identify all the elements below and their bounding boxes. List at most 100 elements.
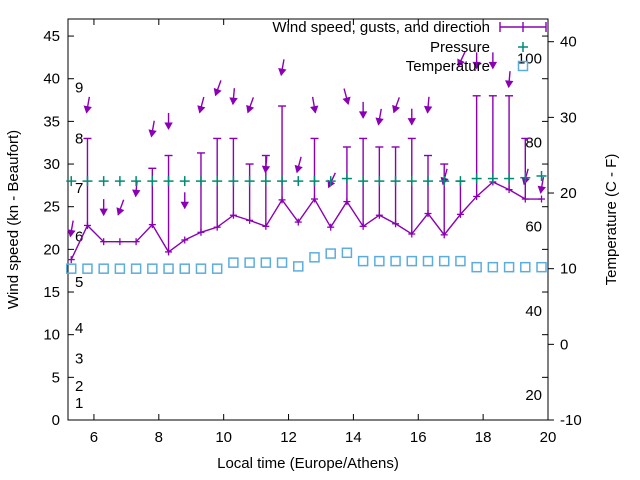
- wind-direction-arrow: [278, 59, 287, 77]
- arrow-head: [132, 189, 141, 198]
- y2-tick-label: 30: [560, 109, 577, 126]
- wind-direction-arrow: [294, 156, 303, 174]
- plot-frame: [67, 18, 549, 421]
- wind-direction-arrow: [537, 176, 546, 194]
- arrow-head: [505, 80, 514, 89]
- arrow-head: [229, 97, 238, 106]
- y-tick-label: 15: [43, 284, 60, 301]
- temperature-marker: [374, 255, 385, 267]
- arrow-head: [392, 104, 401, 114]
- wind-direction-arrow: [407, 108, 416, 126]
- arrow-head: [358, 111, 368, 119]
- x-tick-label: 18: [475, 429, 492, 446]
- temperature-marker: [276, 257, 288, 268]
- y2-axis-title: Temperature (C - F): [603, 154, 620, 286]
- temperature-marker: [357, 255, 369, 267]
- temperature-marker: [325, 248, 336, 259]
- y-tick-label: 20: [43, 241, 60, 258]
- wind-direction-arrow: [197, 96, 206, 114]
- beaufort-label: 5: [75, 274, 83, 291]
- arrow-head: [342, 96, 351, 105]
- wind-direction-arrow: [261, 156, 271, 174]
- pressure-series: [66, 170, 547, 187]
- temperature-marker: [341, 247, 353, 259]
- wind-direction-arrow: [148, 120, 157, 138]
- wind-direction-arrow: [229, 88, 238, 106]
- beaufort-label: 6: [75, 229, 83, 246]
- fahrenheit-label: 40: [525, 303, 542, 320]
- wind-direction-arrow: [488, 52, 498, 70]
- arrow-head: [310, 105, 319, 114]
- y2-tick-label: 0: [560, 336, 568, 353]
- beaufort-label: 1: [75, 395, 83, 412]
- temperature-marker: [293, 261, 304, 272]
- y-tick-label: 5: [52, 369, 60, 386]
- wind-direction-arrow: [67, 220, 76, 238]
- temperature-marker: [130, 263, 142, 274]
- gust-bars: [83, 95, 530, 252]
- arrow-head: [246, 104, 255, 114]
- wind-direction-arrow: [116, 199, 125, 216]
- temperature-marker: [520, 261, 531, 273]
- x-tick-label: 6: [90, 429, 98, 446]
- arrow-head: [213, 87, 222, 97]
- wind-direction-arrow: [375, 108, 384, 126]
- arrow-head: [148, 129, 157, 138]
- temperature-marker: [228, 257, 239, 268]
- beaufort-label: 4: [75, 320, 83, 337]
- arrow-head: [116, 207, 125, 216]
- chart-legend: Wind speed, gusts, and direction Pressure…: [272, 19, 547, 75]
- temperature-marker: [244, 257, 255, 268]
- wind-direction-arrow: [99, 199, 108, 217]
- x-tick-label: 20: [540, 429, 557, 446]
- temperature-marker: [260, 257, 272, 268]
- y-tick-label: 10: [43, 327, 60, 344]
- temperature-series: [65, 247, 547, 274]
- x-axis-title: Local time (Europe/Athens): [217, 455, 399, 472]
- wind-direction-arrow: [505, 71, 514, 89]
- arrow-head: [375, 117, 384, 126]
- temperature-marker: [114, 263, 126, 274]
- legend-label-3: Temperature: [406, 58, 490, 75]
- x-axis: 6 8 10 12 14 16 18 20 Local time (Europe/Athens): [90, 19, 557, 472]
- temperature-marker: [471, 261, 482, 273]
- legend-label-1: Wind speed, gusts, and direction: [272, 19, 490, 36]
- y-tick-label: 45: [43, 28, 60, 45]
- fahrenheit-label: 20: [525, 387, 542, 404]
- wind-direction-arrow: [342, 88, 351, 105]
- legend-label-2: Pressure: [430, 39, 490, 56]
- temperature-marker: [98, 263, 109, 274]
- y2-tick-label: 10: [560, 261, 577, 278]
- y2-tick-label: 40: [560, 34, 577, 51]
- arrow-head: [488, 61, 498, 70]
- wind-speed-line: [70, 181, 542, 260]
- x-tick-label: 16: [410, 429, 427, 446]
- beaufort-label: 2: [75, 378, 83, 395]
- temperature-marker: [422, 255, 434, 267]
- arrow-head: [457, 58, 465, 68]
- temperature-marker: [438, 255, 450, 267]
- x-tick-label: 8: [155, 429, 163, 446]
- arrow-head: [197, 105, 206, 114]
- temperature-marker: [309, 252, 320, 263]
- arrow-head: [278, 67, 287, 77]
- wind-direction-arrow: [457, 51, 466, 68]
- y-tick-label: 35: [43, 113, 60, 130]
- arrow-head: [537, 185, 546, 194]
- right-axis: -10 0 10 20 30 40 Temperature (C - F): [548, 34, 620, 429]
- beaufort-label: 7: [75, 180, 83, 197]
- y-tick-label: 40: [43, 71, 60, 88]
- arrow-head: [180, 201, 189, 210]
- wind-direction-arrow: [164, 112, 173, 130]
- arrow-head: [83, 105, 92, 114]
- arrow-head: [294, 164, 303, 174]
- arrow-head: [67, 229, 76, 238]
- temperature-marker: [390, 255, 401, 267]
- temperature-marker: [163, 263, 174, 274]
- wind-direction-arrow: [180, 192, 189, 210]
- y2-tick-label: -10: [560, 412, 582, 429]
- y-axis-title: Wind speed (kn - Beaufort): [5, 130, 22, 309]
- temperature-marker: [82, 263, 93, 274]
